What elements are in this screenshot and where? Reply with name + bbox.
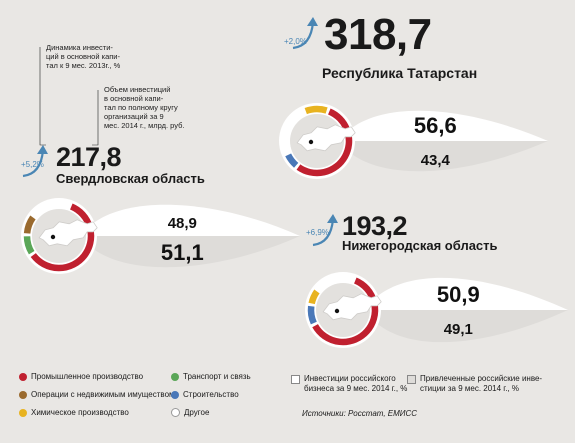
- legend-item-transport: Транспорт и связь: [171, 372, 251, 381]
- legend-dot-real-estate: [19, 390, 27, 399]
- sverdlovsk-business-share-label: 48,9: [168, 215, 197, 232]
- sverdlovsk-attracted-share-shape: [80, 236, 300, 268]
- tatarstan-sector-0: [296, 108, 353, 177]
- volume-note: Объем инвестиций в основной капи- тал по…: [104, 85, 185, 130]
- nizhny-sector-2: [308, 289, 320, 305]
- legend-item-real-estate: Операции с недвижимым имуществом: [19, 390, 175, 399]
- nizhny-region-name: Нижегородская область: [342, 238, 498, 253]
- sverdlovsk-business-share-shape: [80, 204, 300, 236]
- share-legend-russian-business: Инвестиции российского бизнеса за 9 мес.…: [291, 374, 407, 394]
- tatarstan-growth-arrow: [292, 17, 318, 50]
- legend-dot-construction: [171, 390, 179, 399]
- sverdlovsk-total: 217,8: [56, 142, 122, 172]
- sverdlovsk-growth: +5,2%: [21, 160, 44, 169]
- tatarstan-business-share-label: 56,6: [414, 113, 457, 138]
- sverdlovsk-region-name: Свердловская область: [56, 171, 205, 186]
- legend-item-construction: Строительство: [171, 390, 239, 399]
- sverdlovsk-growth-arrow: [22, 145, 48, 178]
- share-label-russian-business: Инвестиции российского бизнеса за 9 мес.…: [304, 374, 408, 393]
- legend-dot-other: [171, 408, 180, 417]
- sverdlovsk-attracted-share-label: 51,1: [161, 240, 204, 265]
- share-swatch-attracted: [407, 375, 416, 384]
- legend-label-construction: Строительство: [183, 390, 239, 399]
- legend-label-transport: Транспорт и связь: [183, 372, 251, 381]
- sverdlovsk-russia-map-icon: [38, 219, 98, 247]
- legend-item-chemical: Химическое производство: [19, 408, 129, 417]
- nizhny-sector-0: [312, 277, 379, 346]
- tatarstan-attracted-share-label: 43,4: [421, 152, 451, 169]
- sverdlovsk-chart: 48,9 51,1: [21, 198, 300, 274]
- legend-dot-industrial: [19, 372, 27, 381]
- tatarstan-business-share-shape: [338, 110, 548, 141]
- tatarstan-total: 318,7: [324, 10, 432, 59]
- nizhny-growth: +6,9%: [306, 228, 329, 237]
- legend-label-industrial: Промышленное производство: [31, 372, 144, 381]
- legend-label-real-estate: Операции с недвижимым имуществом: [31, 390, 175, 399]
- sverdlovsk-region-marker: [50, 234, 56, 240]
- share-label-attracted: Привлеченные российские инве- стиции за …: [420, 374, 543, 393]
- legend-item-other: Другое: [171, 408, 209, 417]
- sector-legend: Промышленное производство Операции с нед…: [19, 372, 279, 432]
- source-note: Источники: Росстат, ЕМИСС: [302, 409, 418, 418]
- legend-label-other: Другое: [184, 408, 210, 417]
- tatarstan-growth: +2,0%: [284, 37, 307, 46]
- sverdlovsk-sector-2: [23, 215, 36, 234]
- dynamics-note: Динамика инвести- ций в основной капи- т…: [46, 43, 121, 70]
- nizhny-growth-arrow: [312, 214, 338, 247]
- share-legend-attracted: Привлеченные российские инве- стиции за …: [407, 374, 542, 394]
- nizhny-sector-1: [307, 305, 317, 325]
- share-swatch-russian-business: [291, 375, 300, 384]
- tatarstan-region-name: Республика Татарстан: [322, 65, 478, 81]
- nizhny-business-share-shape: [364, 277, 568, 310]
- nizhny-chart: 50,9 49,1: [305, 272, 568, 348]
- nizhny-attracted-share-label: 49,1: [444, 321, 473, 338]
- legend-dot-transport: [171, 372, 179, 381]
- legend-label-chemical: Химическое производство: [31, 408, 129, 417]
- tatarstan-sector-1: [285, 153, 299, 168]
- nizhny-russia-map-icon: [322, 293, 382, 321]
- tatarstan-russia-map-icon: [296, 124, 356, 152]
- tatarstan-sector-3: [304, 105, 328, 115]
- tatarstan-attracted-share-shape: [338, 141, 548, 172]
- tatarstan-region-marker: [308, 139, 314, 145]
- nizhny-business-share-label: 50,9: [437, 282, 480, 307]
- sverdlovsk-sector-1: [23, 236, 35, 255]
- legend-item-industrial: Промышленное производство: [19, 372, 143, 381]
- tatarstan-chart: 56,6 43,4: [279, 103, 548, 179]
- nizhny-region-marker: [334, 308, 340, 314]
- nizhny-attracted-share-shape: [364, 310, 568, 343]
- nizhny-total: 193,2: [342, 211, 408, 241]
- sverdlovsk-sector-0: [30, 203, 95, 272]
- legend-dot-chemical: [19, 408, 27, 417]
